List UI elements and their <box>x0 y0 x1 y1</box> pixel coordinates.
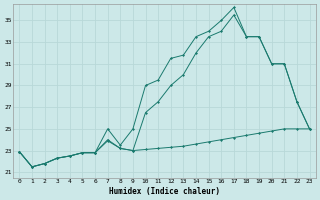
X-axis label: Humidex (Indice chaleur): Humidex (Indice chaleur) <box>109 187 220 196</box>
